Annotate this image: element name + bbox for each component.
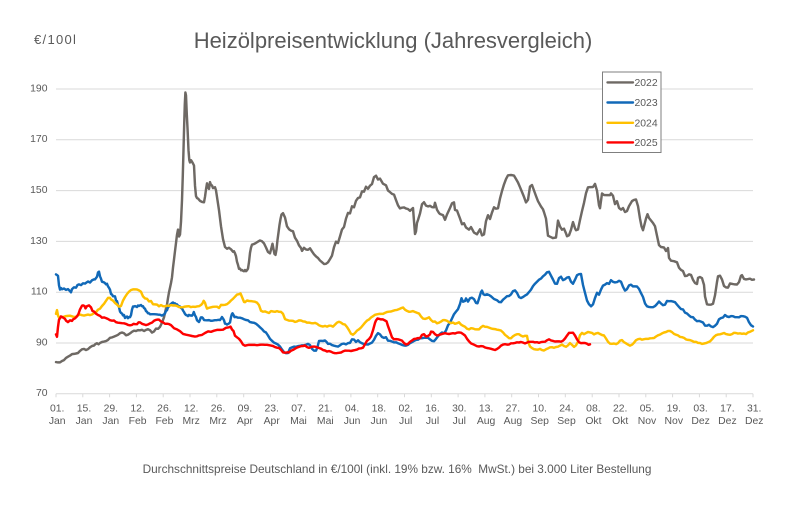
svg-text:21.: 21.: [318, 404, 332, 415]
svg-text:09.: 09.: [238, 404, 252, 415]
svg-text:17.: 17.: [720, 404, 734, 415]
svg-text:16.: 16.: [425, 404, 439, 415]
svg-text:26.: 26.: [211, 404, 225, 415]
svg-text:10.: 10.: [532, 404, 546, 415]
svg-text:2024: 2024: [635, 118, 658, 129]
svg-text:22.: 22.: [613, 404, 627, 415]
svg-text:Sep: Sep: [557, 416, 576, 427]
svg-text:07.: 07.: [291, 404, 305, 415]
svg-text:Okt: Okt: [585, 416, 601, 427]
svg-text:Apr: Apr: [264, 416, 281, 427]
svg-text:Apr: Apr: [237, 416, 254, 427]
svg-text:01.: 01.: [50, 404, 64, 415]
svg-text:02.: 02.: [398, 404, 412, 415]
svg-text:Mai: Mai: [317, 416, 334, 427]
svg-text:Dez: Dez: [718, 416, 736, 427]
svg-text:Jul: Jul: [426, 416, 439, 427]
svg-text:05.: 05.: [640, 404, 654, 415]
svg-text:Jul: Jul: [453, 416, 466, 427]
svg-text:2023: 2023: [635, 98, 658, 109]
svg-text:130: 130: [30, 236, 48, 247]
svg-text:Aug: Aug: [504, 416, 523, 427]
svg-text:Mrz: Mrz: [183, 416, 200, 427]
svg-text:Dez: Dez: [745, 416, 763, 427]
svg-text:Sep: Sep: [530, 416, 549, 427]
svg-text:Nov: Nov: [665, 416, 684, 427]
svg-text:24.: 24.: [559, 404, 573, 415]
svg-text:Aug: Aug: [477, 416, 496, 427]
svg-text:Dez: Dez: [691, 416, 709, 427]
svg-text:18.: 18.: [372, 404, 386, 415]
svg-text:27.: 27.: [506, 404, 520, 415]
svg-text:Jun: Jun: [344, 416, 361, 427]
svg-text:Jan: Jan: [49, 416, 66, 427]
svg-text:03.: 03.: [693, 404, 707, 415]
svg-text:13.: 13.: [479, 404, 493, 415]
svg-text:Mrz: Mrz: [209, 416, 226, 427]
svg-text:19.: 19.: [667, 404, 681, 415]
svg-text:70: 70: [36, 388, 48, 399]
svg-text:2025: 2025: [635, 138, 658, 149]
svg-text:Jan: Jan: [102, 416, 119, 427]
svg-text:150: 150: [30, 185, 48, 196]
svg-text:Feb: Feb: [155, 416, 173, 427]
svg-text:Okt: Okt: [612, 416, 628, 427]
svg-text:26.: 26.: [157, 404, 171, 415]
svg-text:08.: 08.: [586, 404, 600, 415]
svg-text:12.: 12.: [130, 404, 144, 415]
svg-text:12.: 12.: [184, 404, 198, 415]
svg-text:Feb: Feb: [129, 416, 147, 427]
svg-text:Jun: Jun: [371, 416, 388, 427]
svg-text:29.: 29.: [104, 404, 118, 415]
svg-text:90: 90: [36, 337, 48, 348]
svg-text:Jul: Jul: [399, 416, 412, 427]
svg-text:Nov: Nov: [638, 416, 657, 427]
svg-text:15.: 15.: [77, 404, 91, 415]
svg-text:110: 110: [31, 287, 48, 298]
svg-text:2022: 2022: [635, 78, 658, 89]
svg-text:23.: 23.: [264, 404, 278, 415]
svg-text:170: 170: [30, 134, 48, 145]
svg-text:31.: 31.: [747, 404, 761, 415]
svg-text:Mai: Mai: [290, 416, 307, 427]
svg-text:30.: 30.: [452, 404, 466, 415]
svg-text:190: 190: [30, 83, 48, 94]
svg-text:Jan: Jan: [76, 416, 93, 427]
svg-text:04.: 04.: [345, 404, 359, 415]
